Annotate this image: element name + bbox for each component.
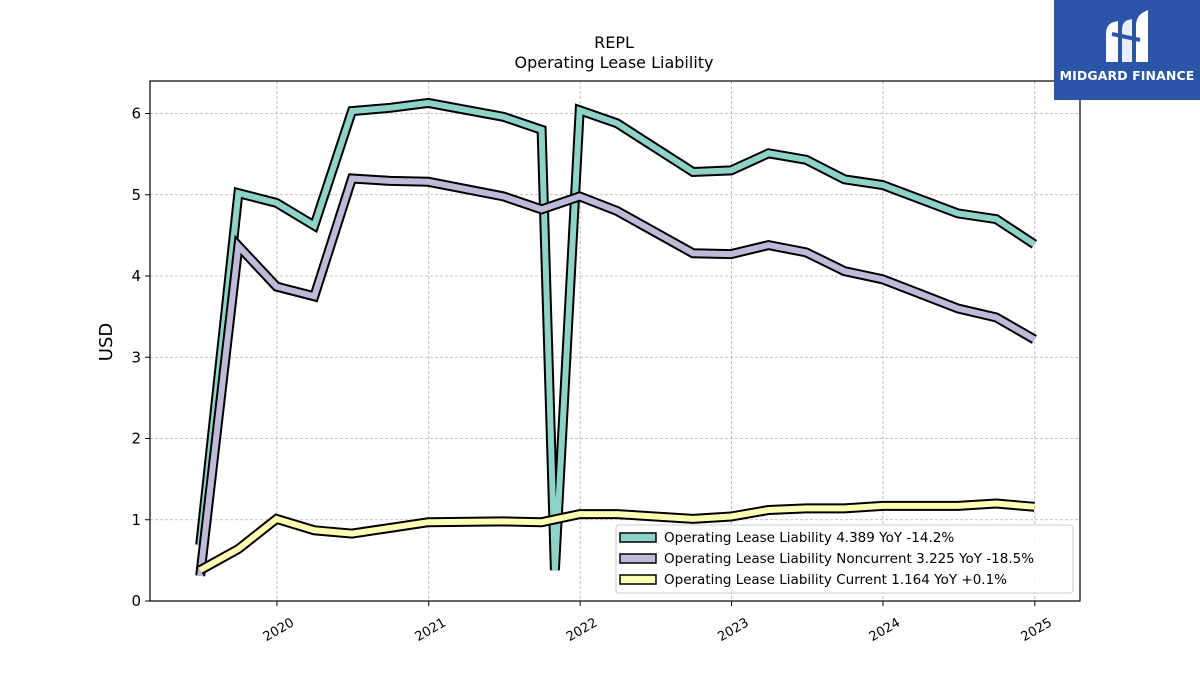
x-tick-label: 2023 — [715, 615, 751, 645]
brand-logo: MIDGARD FINANCE — [1054, 0, 1200, 100]
brand-name: MIDGARD FINANCE — [1059, 68, 1195, 83]
y-tick-label: 3 — [131, 348, 141, 366]
series-3 — [197, 498, 1035, 575]
legend-label: Operating Lease Liability Noncurrent 3.2… — [664, 551, 1034, 567]
legend-label: Operating Lease Liability 4.389 YoY -14.… — [664, 530, 954, 546]
legend-box — [615, 524, 1074, 594]
y-axis-label: USD — [96, 323, 117, 361]
y-tick-label: 2 — [131, 430, 141, 448]
y-tick-label: 5 — [131, 186, 141, 204]
legend: Operating Lease Liability 4.389 YoY -14.… — [615, 524, 1074, 594]
series-2 — [195, 173, 1037, 577]
series-line-outline — [195, 97, 1038, 571]
x-tick-label: 2021 — [413, 615, 449, 645]
legend-swatch — [619, 553, 657, 564]
chart-title: REPL — [594, 33, 634, 52]
series-line — [197, 99, 1037, 571]
series-lines — [195, 97, 1038, 577]
series-1 — [195, 97, 1038, 571]
y-tick-label: 1 — [131, 511, 141, 529]
x-tick-label: 2020 — [261, 615, 297, 645]
y-tick-label: 4 — [131, 267, 141, 285]
y-tick-label: 0 — [131, 592, 141, 610]
legend-swatch — [619, 574, 657, 585]
legend-label: Operating Lease Liability Current 1.164 … — [664, 572, 1007, 588]
x-tick-label: 2025 — [1019, 615, 1055, 645]
x-tick-label: 2024 — [867, 615, 903, 645]
legend-swatch — [619, 532, 657, 543]
x-tick-label: 2022 — [564, 615, 600, 645]
brand-mark-icon — [1106, 10, 1148, 62]
y-tick-label: 6 — [131, 105, 141, 123]
series-line — [197, 175, 1036, 577]
series-line — [198, 500, 1035, 573]
chart-subtitle: Operating Lease Liability — [514, 53, 713, 72]
plot-frame — [149, 80, 1081, 602]
